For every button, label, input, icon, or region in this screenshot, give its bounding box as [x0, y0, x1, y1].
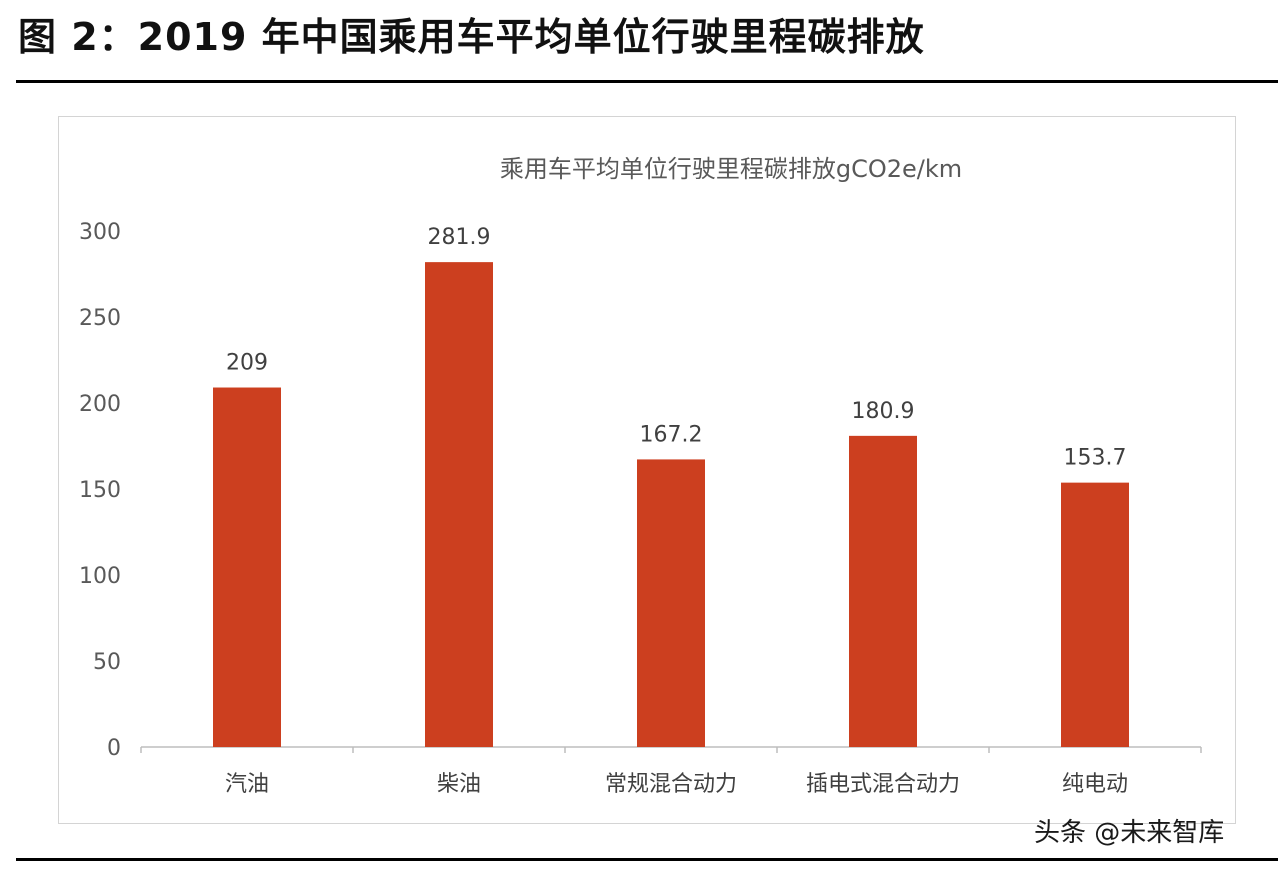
y-tick-label: 150	[79, 478, 121, 503]
y-tick-label: 100	[79, 564, 121, 589]
watermark-text: 头条 @未来智库	[1034, 818, 1225, 848]
figure-title: 图 2：2019 年中国乘用车平均单位行驶里程碳排放	[18, 15, 925, 59]
x-category-label: 常规混合动力	[605, 772, 737, 797]
x-category-label: 汽油	[225, 772, 269, 797]
bar-value-label: 153.7	[1064, 446, 1127, 471]
bottom-rule	[16, 858, 1278, 861]
bar	[425, 262, 493, 747]
y-tick-label: 200	[79, 392, 121, 417]
bar-value-label: 281.9	[428, 225, 491, 250]
top-rule	[16, 80, 1278, 83]
y-tick-label: 50	[93, 650, 121, 675]
chart-frame: 乘用车平均单位行驶里程碳排放gCO2e/km 0 50 100 150 200 250 30…	[58, 116, 1236, 824]
bar-value-label: 209	[226, 351, 268, 376]
x-category-label: 柴油	[437, 772, 481, 797]
bar	[213, 387, 281, 747]
bar-value-label: 180.9	[852, 399, 915, 424]
bar-value-label: 167.2	[640, 422, 703, 447]
bar-chart: 乘用车平均单位行驶里程碳排放gCO2e/km 0 50 100 150 200 250 30…	[79, 155, 1202, 797]
y-tick-label: 0	[107, 736, 121, 761]
bar	[637, 459, 705, 747]
y-tick-label: 300	[79, 220, 121, 245]
bar	[1061, 482, 1129, 747]
x-category-label: 纯电动	[1062, 772, 1128, 797]
x-category-label: 插电式混合动力	[806, 772, 960, 797]
bar	[849, 435, 917, 747]
chart-title: 乘用车平均单位行驶里程碳排放gCO2e/km	[500, 155, 962, 183]
y-tick-label: 250	[79, 306, 121, 331]
